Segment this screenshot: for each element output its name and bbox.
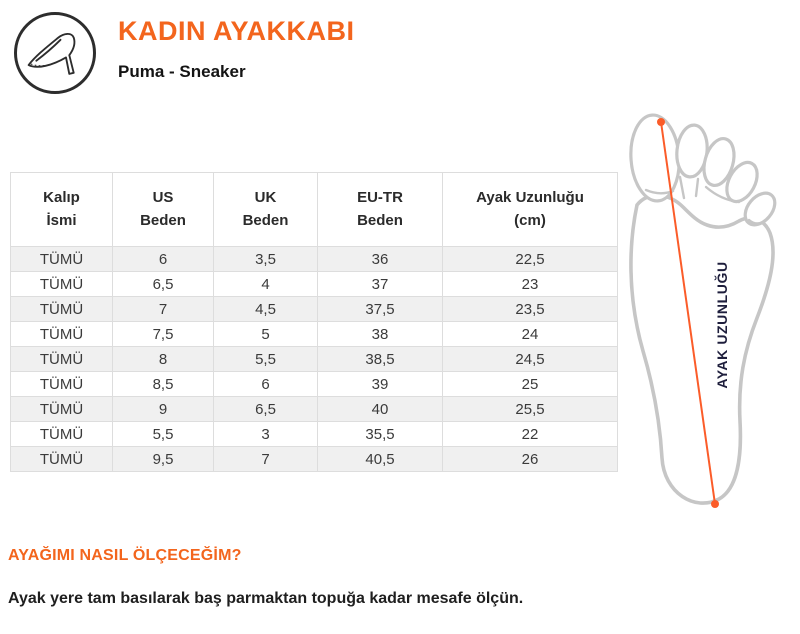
foot-measurement-diagram: AYAK UZUNLUĞU (603, 103, 799, 517)
table-cell: 3 (213, 421, 318, 447)
table-cell: 5,5 (213, 346, 318, 372)
table-cell: 23 (442, 271, 618, 297)
column-header-ayak-uzunlugu: Ayak Uzunluğu (cm) (442, 172, 618, 247)
foot-sole-outline (629, 193, 775, 505)
table-row: TÜMÜ 9 6,5 40 25,5 (10, 396, 618, 422)
big-toe (629, 113, 681, 203)
page-title: KADIN AYAKKABI (118, 16, 355, 46)
high-heel-shoe-glyph (27, 32, 76, 75)
table-cell: 7 (112, 296, 214, 322)
table-cell: 22 (442, 421, 618, 447)
table-cell: 24 (442, 321, 618, 347)
toe-crease (704, 185, 741, 204)
foot-length-label: AYAK UZUNLUĞU (713, 261, 730, 388)
table-cell: 36 (317, 246, 443, 272)
table-cell: TÜMÜ (10, 346, 113, 372)
table-cell: 4 (213, 271, 318, 297)
table-cell: TÜMÜ (10, 296, 113, 322)
table-cell: 40 (317, 396, 443, 422)
table-cell: 6 (213, 371, 318, 397)
table-cell: 7,5 (112, 321, 214, 347)
size-table: Kalıp İsmi US Beden UK Beden EU-TR Beden… (10, 172, 618, 472)
table-row: TÜMÜ 8,5 6 39 25 (10, 371, 618, 397)
table-row: TÜMÜ 8 5,5 38,5 24,5 (10, 346, 618, 372)
table-row: TÜMÜ 6,5 4 37 23 (10, 271, 618, 297)
table-cell: 39 (317, 371, 443, 397)
table-cell: 35,5 (317, 421, 443, 447)
table-row: TÜMÜ 5,5 3 35,5 22 (10, 421, 618, 447)
column-header-eu-tr-beden: EU-TR Beden (317, 172, 443, 247)
table-cell: 38,5 (317, 346, 443, 372)
table-cell: 6,5 (213, 396, 318, 422)
table-cell: 22,5 (442, 246, 618, 272)
toe-crease (694, 177, 700, 198)
measure-instruction: Ayak yere tam basılarak baş parmaktan to… (8, 590, 524, 607)
table-cell: TÜMÜ (10, 421, 113, 447)
table-cell: 24,5 (442, 346, 618, 372)
little-toe (743, 191, 777, 227)
table-row: TÜMÜ 7 4,5 37,5 23,5 (10, 296, 618, 322)
table-cell: 40,5 (317, 446, 443, 472)
table-cell: TÜMÜ (10, 271, 113, 297)
column-header-us-beden: US Beden (112, 172, 214, 247)
table-cell: 38 (317, 321, 443, 347)
table-cell: 37,5 (317, 296, 443, 322)
table-cell: 26 (442, 446, 618, 472)
page-subtitle: Puma - Sneaker (118, 61, 246, 81)
table-cell: 4,5 (213, 296, 318, 322)
measure-line-bottom-dot (711, 500, 719, 508)
table-cell: TÜMÜ (10, 396, 113, 422)
toe-crease (747, 218, 768, 225)
table-cell: 25,5 (442, 396, 618, 422)
table-cell: 9,5 (112, 446, 214, 472)
size-table-body: TÜMÜ 6 3,5 36 22,5 TÜMÜ 6,5 4 37 23 TÜMÜ 7 4,5 37,5 23… (10, 246, 618, 472)
table-cell: TÜMÜ (10, 446, 113, 472)
table-header-row: Kalıp İsmi US Beden UK Beden EU-TR Beden… (10, 172, 618, 247)
measure-heading: AYAĞIMI NASIL ÖLÇECEĞİM? (8, 547, 242, 564)
foot-sole-illustration: AYAK UZUNLUĞU (629, 113, 777, 508)
size-table-header: Kalıp İsmi US Beden UK Beden EU-TR Beden… (10, 172, 618, 247)
measure-line-top-dot (657, 118, 665, 126)
table-row: TÜMÜ 7,5 5 38 24 (10, 321, 618, 347)
table-row: TÜMÜ 6 3,5 36 22,5 (10, 246, 618, 272)
header-titles: KADIN AYAKKABI Puma - Sneaker (118, 16, 355, 82)
table-cell: 5,5 (112, 421, 214, 447)
toe-crease (678, 175, 686, 200)
table-cell: 5 (213, 321, 318, 347)
column-header-kalip-ismi: Kalıp İsmi (10, 172, 113, 247)
table-cell: 25 (442, 371, 618, 397)
third-toe (702, 137, 736, 187)
table-cell: 37 (317, 271, 443, 297)
table-cell: 6,5 (112, 271, 214, 297)
high-heel-shoe-icon (14, 12, 96, 94)
table-cell: 6 (112, 246, 214, 272)
foot-length-measure-line (660, 121, 716, 505)
table-cell: TÜMÜ (10, 246, 113, 272)
table-cell: 9 (112, 396, 214, 422)
table-row: TÜMÜ 9,5 7 40,5 26 (10, 446, 618, 472)
table-cell: 3,5 (213, 246, 318, 272)
table-cell: 7 (213, 446, 318, 472)
table-cell: TÜMÜ (10, 371, 113, 397)
column-header-uk-beden: UK Beden (213, 172, 318, 247)
table-cell: 23,5 (442, 296, 618, 322)
table-cell: 8,5 (112, 371, 214, 397)
table-cell: 8 (112, 346, 214, 372)
table-cell: TÜMÜ (10, 321, 113, 347)
